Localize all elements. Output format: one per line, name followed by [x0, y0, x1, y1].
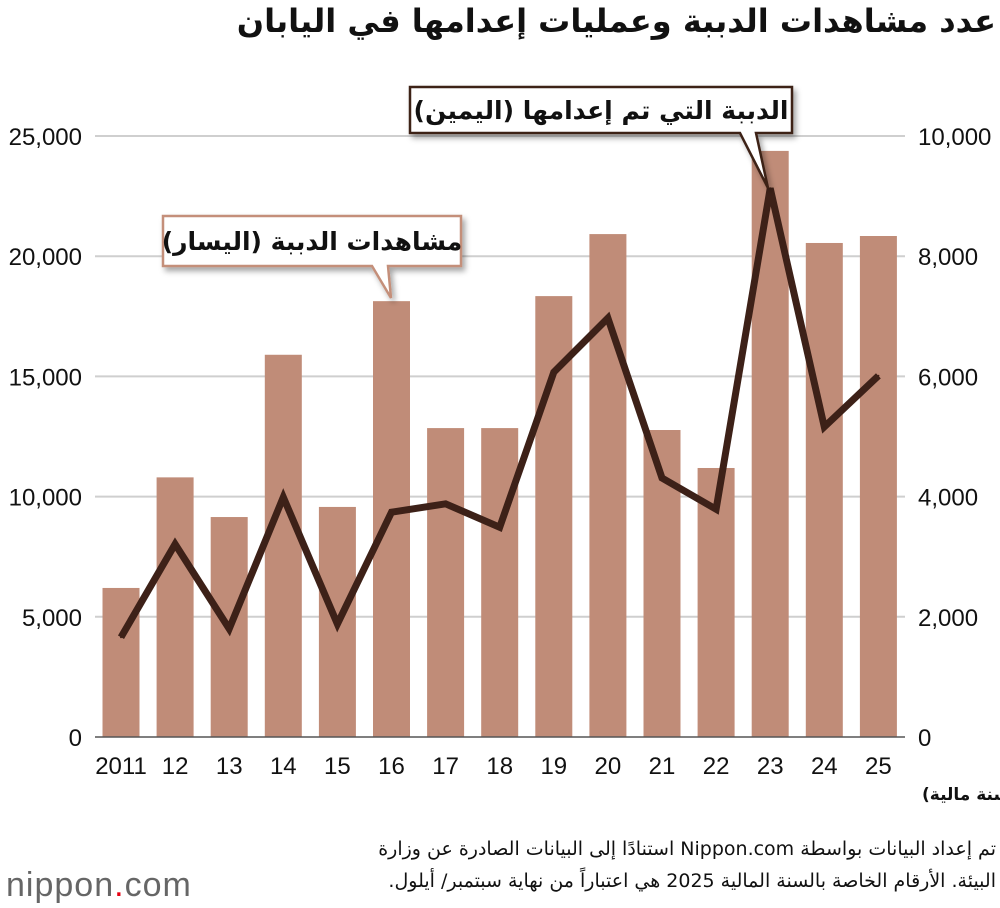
line-point-18	[498, 526, 501, 529]
left-tick-label: 0	[69, 725, 82, 752]
right-tick-label: 2,000	[918, 605, 978, 632]
x-tick-label: 2011	[95, 753, 147, 780]
legend-callout-sightings-label: مشاهدات الدببة (اليسار)	[162, 227, 463, 256]
line-point-2011	[120, 636, 122, 639]
chart-svg: 0 5,000 10,000 15,000 20,000 25,000 0 2,000 4,00…	[9, 85, 1000, 805]
right-tick-label: 6,000	[918, 364, 978, 391]
x-tick-label: 23	[757, 753, 784, 780]
left-tick-label: 5,000	[22, 605, 82, 632]
x-tick-label: 19	[540, 753, 567, 780]
x-tick-label: 12	[162, 753, 189, 780]
left-tick-label: 25,000	[9, 124, 82, 151]
line-point-14	[282, 496, 285, 499]
line-point-21	[661, 476, 663, 479]
bar-24	[805, 242, 843, 737]
bar-17	[427, 428, 465, 737]
legend-callout-sightings-box	[161, 214, 463, 299]
bar-20	[589, 234, 627, 738]
x-tick-label: 21	[649, 753, 676, 780]
line-point-15	[336, 623, 339, 626]
line-point-23	[769, 187, 772, 190]
right-tick-label: 0	[918, 725, 931, 752]
x-tick-label: 13	[216, 753, 243, 780]
line-point-12	[174, 543, 177, 546]
x-tick-label: 22	[703, 753, 730, 780]
line-point-24	[823, 425, 826, 428]
bar-14	[264, 354, 302, 737]
x-tick-label: 25	[865, 753, 892, 780]
x-tick-label: 24	[811, 753, 838, 780]
line-point-22	[715, 508, 718, 511]
line-point-16	[390, 511, 393, 514]
x-tick-label: 20	[595, 753, 622, 780]
nippon-logo: nippon.com	[6, 866, 192, 904]
chart-title: عدد مشاهدات الدببة وعمليات إعدامها في ال…	[236, 2, 996, 40]
right-tick-label: 4,000	[918, 485, 978, 512]
x-tick-label: 17	[432, 753, 459, 780]
line-point-19	[552, 371, 555, 374]
x-tick-label: 14	[270, 753, 297, 780]
line-point-25	[877, 374, 880, 377]
x-tick-label: 18	[486, 753, 513, 780]
legend-callout-culls-label: الدببة التي تم إعدامها (اليمين)	[414, 96, 789, 126]
legend-callout-culls-box	[408, 85, 794, 189]
bar-25	[859, 236, 897, 737]
left-tick-label: 15,000	[9, 364, 82, 391]
left-tick-label: 20,000	[9, 244, 82, 271]
right-tick-label: 8,000	[918, 244, 978, 271]
x-tick-label: 16	[378, 753, 405, 780]
x-tick-label: 15	[324, 753, 351, 780]
left-tick-label: 10,000	[9, 485, 82, 512]
right-tick-label: 10,000	[918, 124, 991, 151]
footer-note-2: البيئة. الأرقام الخاصة بالسنة المالية 20…	[388, 870, 996, 892]
line-point-13	[228, 627, 231, 630]
bar-12	[156, 477, 194, 737]
bar-18	[481, 428, 519, 737]
footer-note-1: تم إعداد البيانات بواسطة Nippon.com استن…	[378, 838, 996, 860]
x-axis-label: (سنة مالية)	[922, 785, 1000, 805]
line-point-20	[606, 317, 609, 320]
line-point-17	[444, 502, 447, 505]
